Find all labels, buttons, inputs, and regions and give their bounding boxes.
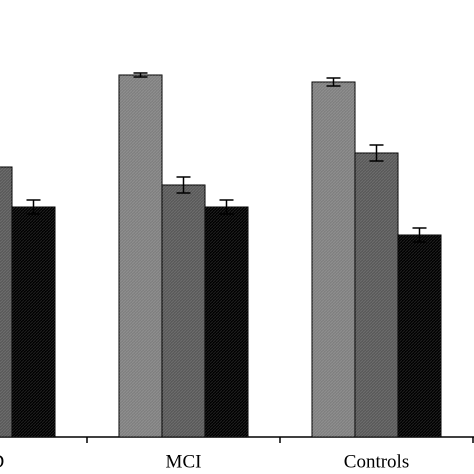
error-bar xyxy=(176,176,191,194)
error-bar xyxy=(326,77,341,87)
bar-hatch xyxy=(0,167,12,437)
bar-hatch xyxy=(119,75,162,437)
error-bar xyxy=(26,199,41,215)
error-bar xyxy=(219,199,234,215)
bar-hatch xyxy=(162,185,205,437)
bar-hatch xyxy=(312,82,355,437)
error-bar xyxy=(369,144,384,162)
bar-hatch xyxy=(205,207,248,437)
bar-hatch xyxy=(355,153,398,437)
error-bar xyxy=(133,72,148,78)
x-tick-label: MCI xyxy=(166,451,202,472)
x-tick-label: AD xyxy=(0,451,4,472)
x-tick-label: Controls xyxy=(344,451,409,472)
bar-hatch xyxy=(398,235,441,437)
bar-hatch xyxy=(12,207,55,437)
error-bar xyxy=(412,227,427,243)
